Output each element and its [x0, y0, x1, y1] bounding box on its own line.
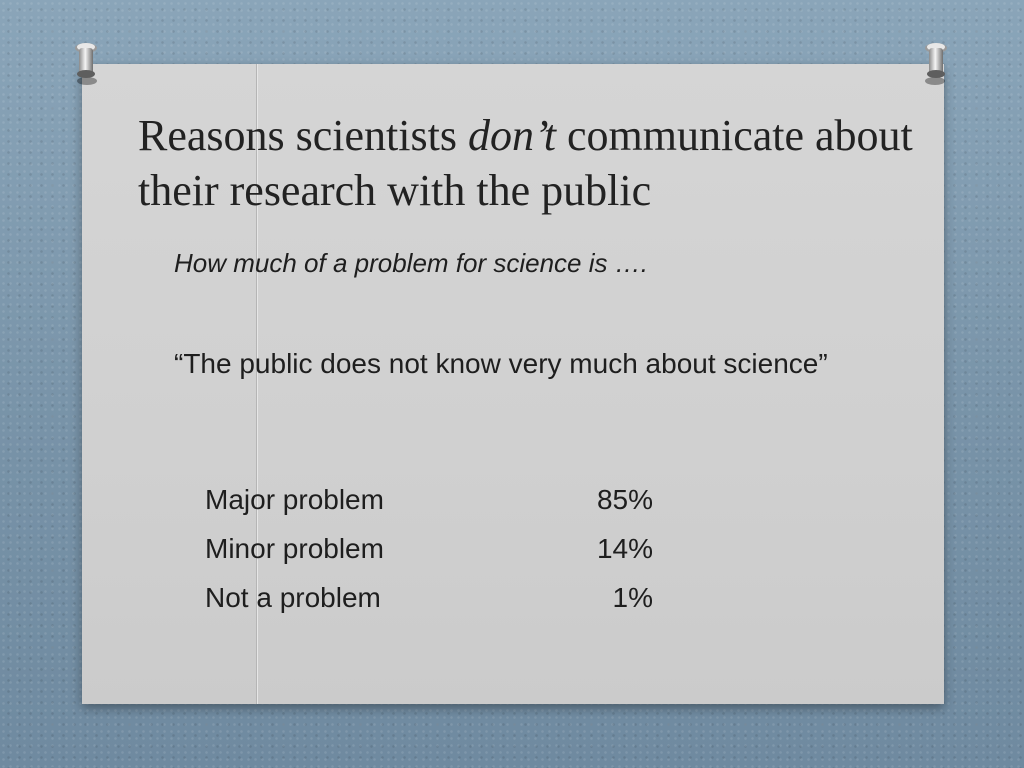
response-value: 14% — [596, 533, 653, 564]
response-value: 1% — [612, 582, 653, 613]
slide-card — [82, 64, 944, 704]
response-row: Not a problem 1% — [205, 582, 665, 622]
response-label: Minor problem — [205, 533, 384, 564]
pushpin-icon — [75, 43, 97, 85]
response-label: Not a problem — [205, 582, 381, 613]
title-emphasis: don’t — [467, 111, 556, 160]
response-label: Major problem — [205, 484, 384, 515]
slide-subtitle: How much of a problem for science is …. — [174, 248, 648, 278]
pushpin-icon — [925, 43, 947, 85]
margin-line — [256, 64, 257, 704]
survey-statement: “The public does not know very much abou… — [174, 348, 828, 379]
title-part-2: communicate about their research with th… — [138, 111, 913, 215]
title-part-1: Reasons scientists — [138, 111, 468, 160]
response-row: Minor problem 14% — [205, 533, 665, 573]
response-row: Major problem 85% — [205, 484, 665, 524]
response-value: 85% — [596, 484, 653, 515]
slide-title: Reasons scientists don’t communicate abo… — [138, 108, 928, 218]
